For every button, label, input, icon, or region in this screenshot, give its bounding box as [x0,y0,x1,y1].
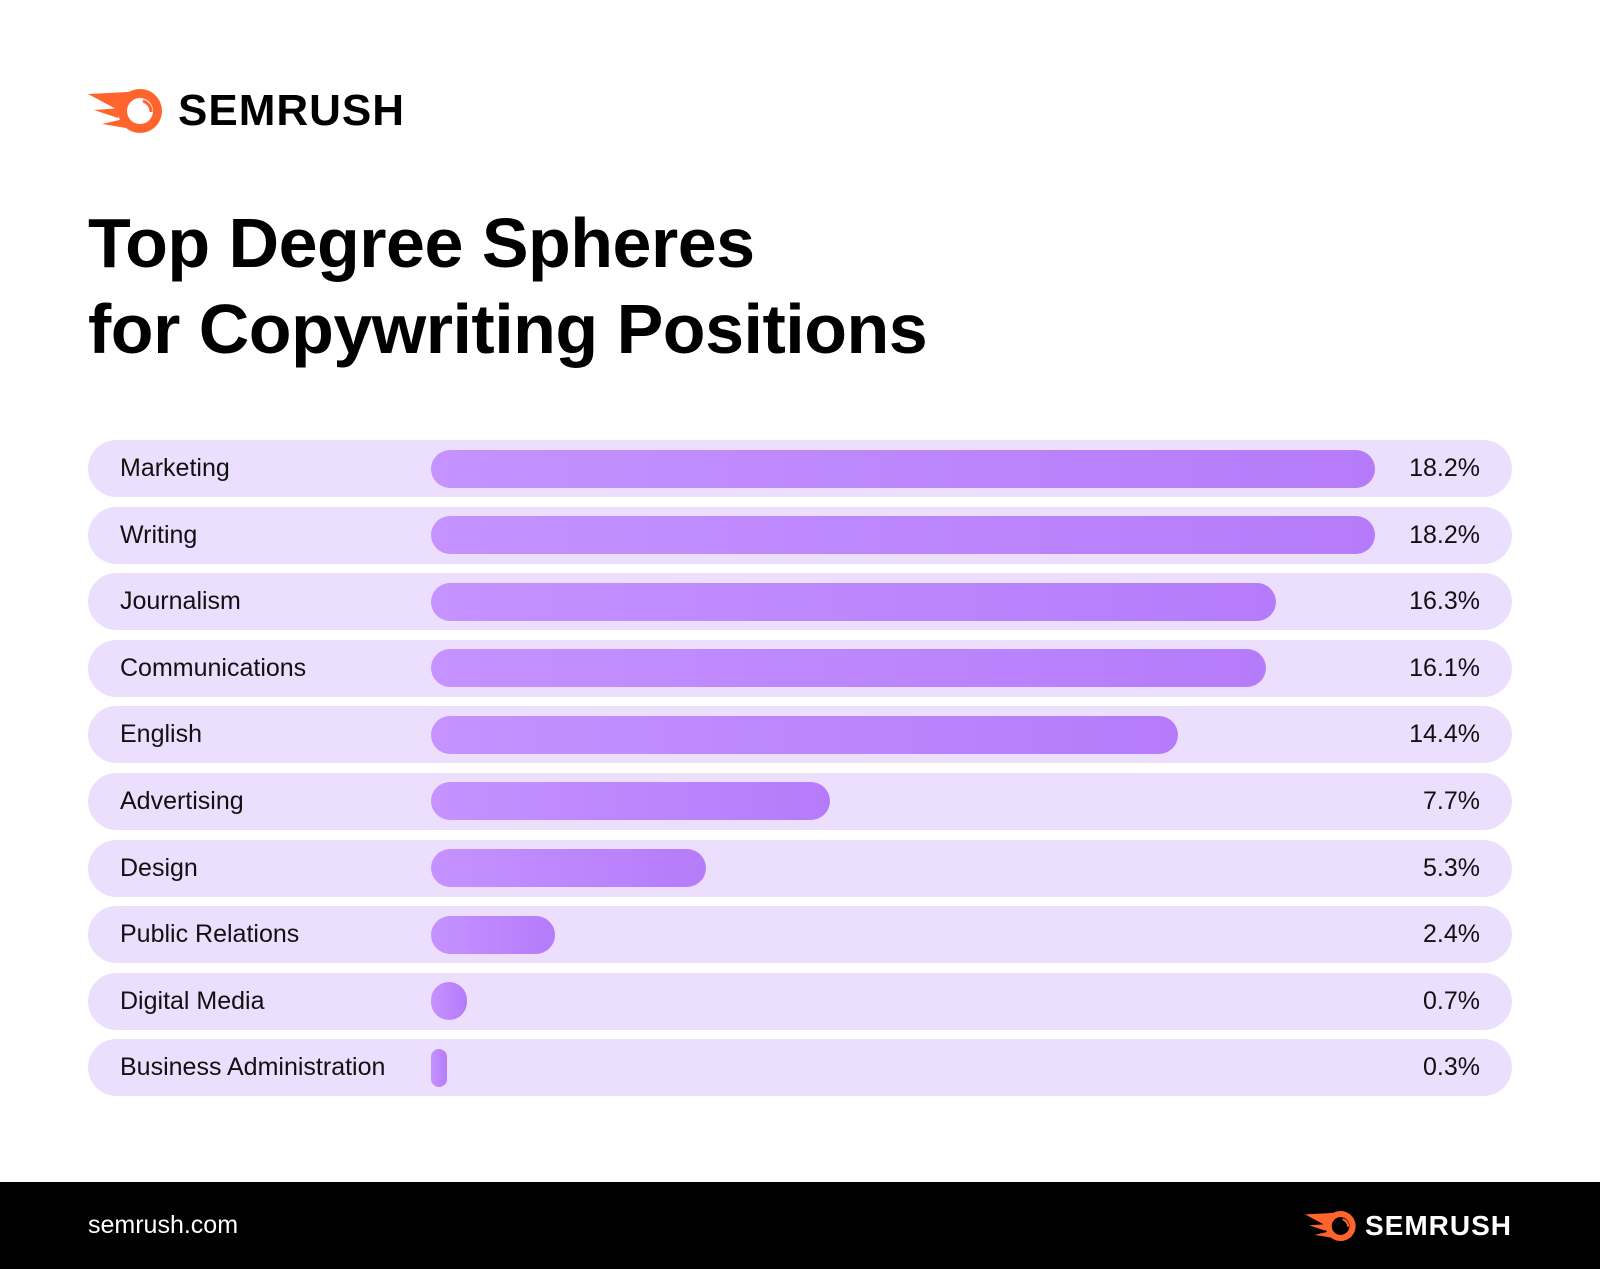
value-label: 16.3% [1409,587,1480,616]
bar [431,1048,447,1087]
value-label: 0.3% [1423,1053,1480,1082]
bar-row: Digital Media 0.7% [88,972,1512,1030]
category-label: English [120,720,202,749]
semrush-comet-icon [88,89,162,133]
value-label: 7.7% [1423,786,1480,815]
semrush-logo: SEMRUSH [88,86,405,136]
page-title: Top Degree Spheres for Copywriting Posit… [88,200,928,372]
value-label: 14.4% [1409,720,1480,749]
bar-row: Design 5.3% [88,839,1512,897]
bar-row: Writing 18.2% [88,506,1512,564]
semrush-comet-icon [1304,1210,1356,1242]
bar [431,849,706,888]
category-label: Business Administration [120,1053,386,1082]
bar [431,715,1178,754]
bar [431,782,831,821]
title-line-2: for Copywriting Positions [88,290,928,368]
category-label: Digital Media [120,986,265,1015]
bar-row: Public Relations 2.4% [88,906,1512,964]
category-label: Writing [120,520,198,549]
bar-row: English 14.4% [88,706,1512,764]
value-label: 16.1% [1409,653,1480,682]
bar [431,982,468,1021]
bar-row: Business Administration 0.3% [88,1039,1512,1097]
footer-wordmark: SEMRUSH [1364,1210,1512,1241]
bar-row: Communications 16.1% [88,639,1512,697]
category-label: Public Relations [120,920,300,949]
value-label: 2.4% [1423,920,1480,949]
category-label: Marketing [120,454,230,482]
value-label: 5.3% [1423,853,1480,882]
value-label: 18.2% [1409,454,1480,482]
bar [431,582,1277,621]
bar-row: Marketing 18.2% [88,440,1512,497]
value-label: 0.7% [1423,986,1480,1015]
footer-url: semrush.com [88,1211,239,1239]
category-label: Communications [120,653,307,682]
category-label: Design [120,853,198,882]
semrush-wordmark: SEMRUSH [178,86,406,135]
footer: semrush.com SEMRUSH [0,1182,1600,1269]
bar-row: Journalism 16.3% [88,573,1512,631]
bar-chart: Marketing 18.2% Writing 18.2% Journalism 16.3… [88,440,1512,1106]
bar [431,516,1375,555]
category-label: Journalism [120,587,241,616]
bar [431,915,556,954]
title-line-1: Top Degree Spheres [88,204,755,282]
footer-logo: SEMRUSH [1304,1210,1512,1242]
bar-row: Advertising 7.7% [88,772,1512,830]
category-label: Advertising [120,786,244,815]
bar [431,449,1375,488]
bar [431,649,1267,688]
value-label: 18.2% [1409,520,1480,549]
